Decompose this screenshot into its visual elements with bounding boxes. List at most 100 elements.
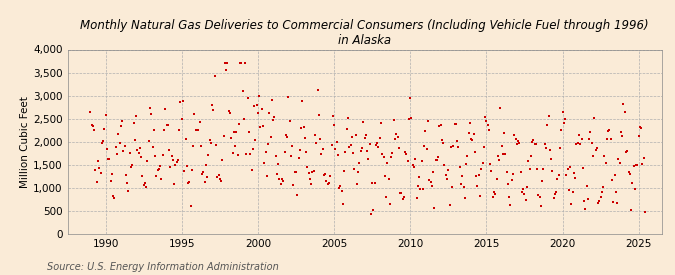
Point	[293, 156, 304, 160]
Point	[355, 149, 366, 153]
Point	[260, 149, 271, 154]
Point	[184, 180, 195, 184]
Point	[392, 135, 403, 139]
Point	[223, 109, 234, 113]
Point	[394, 146, 404, 150]
Point	[271, 172, 282, 176]
Point	[585, 130, 596, 134]
Point	[142, 159, 153, 163]
Point	[329, 123, 340, 127]
Point	[639, 156, 649, 161]
Point	[300, 136, 310, 140]
Point	[497, 151, 508, 156]
Point	[156, 176, 167, 181]
Point	[171, 160, 182, 164]
Point	[153, 167, 164, 171]
Point	[576, 136, 587, 141]
Point	[296, 126, 306, 130]
Point	[284, 119, 295, 123]
Point	[140, 181, 151, 185]
Point	[367, 181, 377, 185]
Point	[481, 119, 492, 123]
Point	[176, 117, 187, 121]
Point	[456, 182, 466, 186]
Point	[236, 61, 247, 65]
Point	[477, 161, 488, 165]
Point	[119, 144, 130, 148]
Point	[362, 148, 373, 153]
Point	[246, 168, 257, 172]
Point	[147, 145, 158, 150]
Point	[624, 172, 635, 176]
Point	[231, 130, 242, 134]
Point	[346, 134, 357, 139]
Point	[634, 125, 645, 129]
Point	[545, 157, 556, 161]
Point	[317, 147, 328, 151]
Point	[290, 170, 300, 175]
Point	[114, 141, 125, 145]
Point	[199, 180, 210, 184]
Point	[531, 142, 541, 147]
Point	[167, 158, 178, 162]
Point	[603, 128, 614, 133]
Point	[470, 174, 481, 179]
Point	[437, 138, 448, 143]
Point	[636, 126, 647, 130]
Point	[228, 130, 239, 134]
Point	[327, 114, 338, 118]
Point	[288, 183, 299, 187]
Point	[383, 177, 394, 182]
Point	[485, 162, 495, 167]
Point	[389, 137, 400, 141]
Point	[458, 185, 469, 189]
Point	[104, 156, 115, 161]
Point	[130, 138, 140, 142]
Point	[537, 179, 547, 183]
Point	[512, 142, 522, 146]
Point	[95, 171, 106, 176]
Point	[580, 207, 591, 211]
Point	[143, 139, 154, 143]
Point	[502, 182, 513, 186]
Point	[433, 155, 443, 160]
Point	[306, 182, 317, 186]
Point	[552, 177, 563, 182]
Point	[169, 182, 180, 186]
Point	[464, 121, 475, 126]
Point	[138, 183, 149, 187]
Point	[462, 154, 472, 158]
Point	[157, 153, 168, 157]
Point	[490, 192, 501, 197]
Point	[109, 196, 120, 200]
Point	[160, 107, 171, 112]
Point	[486, 169, 497, 174]
Point	[509, 133, 520, 137]
Point	[439, 163, 450, 167]
Point	[294, 148, 305, 152]
Point	[545, 148, 556, 152]
Point	[525, 154, 536, 158]
Point	[434, 123, 445, 128]
Point	[397, 197, 408, 201]
Point	[404, 117, 414, 122]
Point	[412, 184, 423, 188]
Point	[185, 204, 196, 208]
Point	[522, 185, 533, 189]
Point	[342, 127, 352, 131]
Point	[505, 203, 516, 207]
Point	[311, 141, 322, 145]
Point	[325, 174, 335, 178]
Point	[398, 195, 409, 199]
Point	[88, 128, 99, 132]
Point	[491, 177, 502, 182]
Point	[514, 141, 524, 145]
Point	[312, 88, 323, 92]
Point	[110, 144, 121, 149]
Point	[134, 146, 145, 150]
Point	[186, 168, 197, 172]
Point	[541, 146, 551, 150]
Point	[97, 141, 107, 145]
Point	[379, 173, 390, 178]
Point	[94, 166, 105, 170]
